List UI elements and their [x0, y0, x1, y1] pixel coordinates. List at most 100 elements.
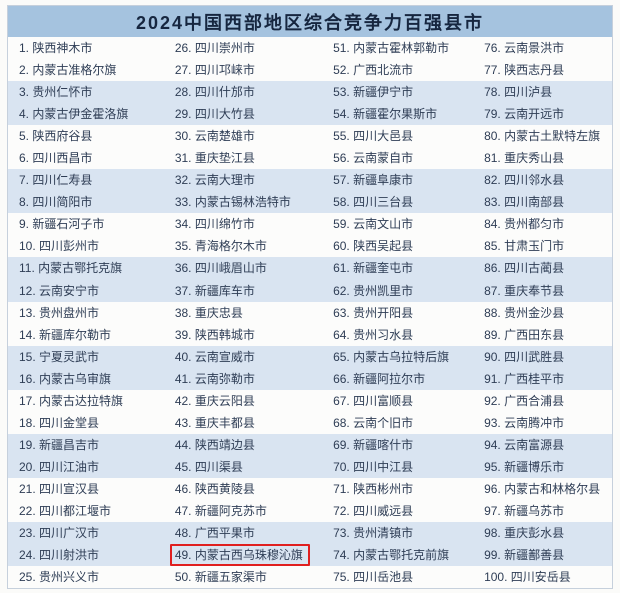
entry-text: 95. 新疆博乐市	[484, 459, 565, 474]
table-row: 17. 内蒙古达拉特旗 42. 重庆云阳县 67. 四川富顺县 92. 广西合浦县	[8, 389, 612, 412]
table-row: 21. 四川宣汉县 46. 陕西黄陵县 71. 陕西彬州市 96. 内蒙古和林格尔县	[8, 477, 612, 500]
entry-text: 9. 新疆石河子市	[19, 217, 105, 232]
list-item: 35. 青海格尔木市	[164, 237, 322, 255]
list-item: 88. 贵州金沙县	[473, 304, 612, 322]
list-item: 95. 新疆博乐市	[473, 458, 612, 476]
entry-text: 83. 四川南部县	[484, 195, 565, 210]
table-row: 10. 四川彭州市 35. 青海格尔木市 60. 陕西吴起县 85. 甘肃玉门市	[8, 235, 612, 258]
list-item: 50. 新疆五家渠市	[164, 568, 322, 586]
list-item: 55. 四川大邑县	[322, 127, 473, 145]
list-item: 1. 陕西神木市	[8, 39, 164, 57]
list-item: 36. 四川峨眉山市	[164, 259, 322, 277]
list-item: 43. 重庆丰都县	[164, 414, 322, 432]
entry-text: 31. 重庆垫江县	[174, 151, 255, 166]
list-item: 30. 云南楚雄市	[164, 127, 322, 145]
entry-text: 36. 四川峨眉山市	[174, 261, 267, 276]
table-row: 18. 四川金堂县 43. 重庆丰都县 68. 云南个旧市 93. 云南腾冲市	[8, 411, 612, 434]
list-item: 10. 四川彭州市	[8, 237, 164, 255]
entry-text: 29. 四川大竹县	[174, 107, 255, 122]
table-row: 24. 四川射洪市 49. 内蒙古西乌珠穆沁旗 74. 内蒙古鄂托克前旗 99. 新疆…	[8, 544, 612, 567]
list-item: 97. 新疆乌苏市	[473, 502, 612, 520]
entry-text: 89. 广西田东县	[484, 327, 565, 342]
entry-text: 93. 云南腾冲市	[484, 415, 565, 430]
table-row: 6. 四川西昌市 31. 重庆垫江县 56. 云南蒙自市 81. 重庆秀山县	[8, 147, 612, 170]
list-item: 72. 四川威远县	[322, 502, 473, 520]
entry-text: 26. 四川崇州市	[174, 41, 255, 56]
list-item: 58. 四川三台县	[322, 193, 473, 211]
entry-text: 39. 陕西韩城市	[174, 327, 255, 342]
ranking-body: 1. 陕西神木市 26. 四川崇州市 51. 内蒙古霍林郭勒市 76. 云南景洪市 2.…	[8, 37, 612, 589]
list-item: 64. 贵州习水县	[322, 326, 473, 344]
list-item: 21. 四川宣汉县	[8, 480, 164, 498]
entry-text: 1. 陕西神木市	[19, 41, 93, 56]
entry-text: 67. 四川富顺县	[333, 393, 414, 408]
entry-text: 80. 内蒙古土默特左旗	[484, 129, 601, 144]
entry-text: 90. 四川武胜县	[484, 349, 565, 364]
list-item: 85. 甘肃玉门市	[473, 237, 612, 255]
list-item: 42. 重庆云阳县	[164, 392, 322, 410]
list-item: 96. 内蒙古和林格尔县	[473, 480, 612, 498]
list-item: 100. 四川安岳县	[473, 568, 612, 586]
table-row: 14. 新疆库尔勒市 39. 陕西韩城市 64. 贵州习水县 89. 广西田东县	[8, 323, 612, 346]
list-item: 44. 陕西靖边县	[164, 436, 322, 454]
table-row: 23. 四川广汉市 48. 广西平果市 73. 贵州清镇市 98. 重庆彭水县	[8, 522, 612, 545]
entry-text: 84. 贵州都匀市	[484, 217, 565, 232]
entry-text: 40. 云南宣威市	[174, 349, 255, 364]
entry-text: 3. 贵州仁怀市	[19, 85, 93, 100]
entry-text: 70. 四川中江县	[333, 459, 414, 474]
table-row: 19. 新疆昌吉市 44. 陕西靖边县 69. 新疆喀什市 94. 云南富源县	[8, 433, 612, 456]
entry-text: 42. 重庆云阳县	[174, 393, 255, 408]
entry-text: 37. 新疆库车市	[174, 283, 255, 298]
entry-text: 38. 重庆忠县	[174, 305, 243, 320]
list-item: 7. 四川仁寿县	[8, 171, 164, 189]
list-item: 80. 内蒙古土默特左旗	[473, 127, 612, 145]
entry-text: 35. 青海格尔木市	[174, 239, 267, 254]
list-item: 87. 重庆奉节县	[473, 282, 612, 300]
entry-text: 6. 四川西昌市	[19, 151, 93, 166]
list-item: 29. 四川大竹县	[164, 105, 322, 123]
entry-text: 28. 四川什邡市	[174, 85, 255, 100]
entry-text: 82. 四川邻水县	[484, 173, 565, 188]
list-item: 98. 重庆彭水县	[473, 524, 612, 542]
list-item: 2. 内蒙古准格尔旗	[8, 61, 164, 79]
entry-text: 98. 重庆彭水县	[484, 526, 565, 541]
entry-text: 8. 四川简阳市	[19, 195, 93, 210]
entry-text: 25. 贵州兴义市	[19, 570, 100, 585]
entry-text: 11. 内蒙古鄂托克旗	[19, 261, 123, 276]
list-item: 91. 广西桂平市	[473, 370, 612, 388]
list-item: 90. 四川武胜县	[473, 348, 612, 366]
table-row: 5. 陕西府谷县 30. 云南楚雄市 55. 四川大邑县 80. 内蒙古土默特左旗	[8, 125, 612, 148]
entry-text: 51. 内蒙古霍林郭勒市	[333, 41, 450, 56]
table-row: 9. 新疆石河子市 34. 四川绵竹市 59. 云南文山市 84. 贵州都匀市	[8, 213, 612, 236]
entry-text: 69. 新疆喀什市	[333, 437, 414, 452]
entry-text: 21. 四川宣汉县	[19, 481, 100, 496]
table-row: 16. 内蒙古乌审旗 41. 云南弥勒市 66. 新疆阿拉尔市 91. 广西桂平市	[8, 367, 612, 390]
entry-text: 88. 贵州金沙县	[484, 305, 565, 320]
entry-text: 62. 贵州凯里市	[333, 283, 414, 298]
table-row: 12. 云南安宁市 37. 新疆库车市 62. 贵州凯里市 87. 重庆奉节县	[8, 279, 612, 302]
list-item: 86. 四川古蔺县	[473, 259, 612, 277]
list-item: 81. 重庆秀山县	[473, 149, 612, 167]
highlighted-entry: 49. 内蒙古西乌珠穆沁旗	[169, 544, 310, 567]
list-item: 49. 内蒙古西乌珠穆沁旗	[164, 544, 322, 567]
list-item: 78. 四川泸县	[473, 83, 612, 101]
list-item: 18. 四川金堂县	[8, 414, 164, 432]
entry-text: 72. 四川威远县	[333, 504, 414, 518]
entry-text: 60. 陕西吴起县	[333, 239, 414, 254]
entry-text: 63. 贵州开阳县	[333, 305, 414, 320]
list-item: 27. 四川邛崃市	[164, 61, 322, 79]
entry-text: 52. 广西北流市	[333, 63, 414, 78]
list-item: 38. 重庆忠县	[164, 304, 322, 322]
list-item: 12. 云南安宁市	[8, 282, 164, 300]
list-item: 39. 陕西韩城市	[164, 326, 322, 344]
list-item: 3. 贵州仁怀市	[8, 83, 164, 101]
list-item: 34. 四川绵竹市	[164, 215, 322, 233]
table-row: 8. 四川简阳市 33. 内蒙古锡林浩特市 58. 四川三台县 83. 四川南部县	[8, 191, 612, 214]
entry-text: 54. 新疆霍尔果斯市	[333, 107, 438, 122]
list-item: 22. 四川都江堰市	[8, 502, 164, 520]
list-item: 73. 贵州清镇市	[322, 524, 473, 542]
list-item: 9. 新疆石河子市	[8, 215, 164, 233]
entry-text: 47. 新疆阿克苏市	[174, 504, 267, 518]
list-item: 28. 四川什邡市	[164, 83, 322, 101]
list-item: 51. 内蒙古霍林郭勒市	[322, 39, 473, 57]
